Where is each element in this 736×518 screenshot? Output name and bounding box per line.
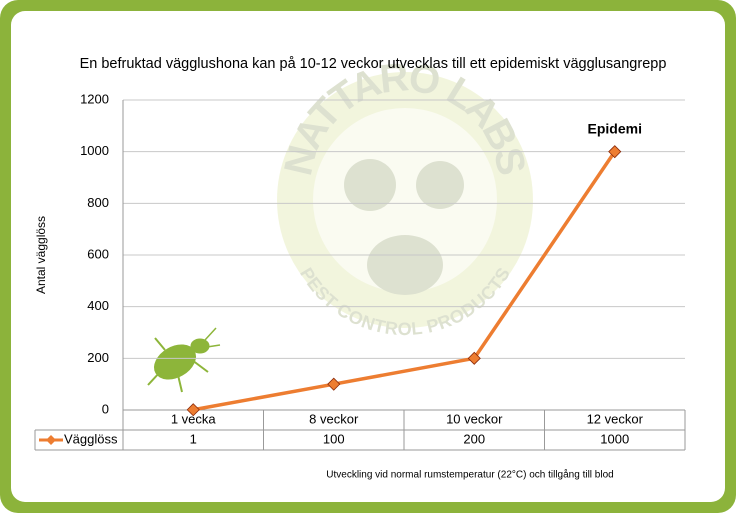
y-tick-label: 1200 (80, 91, 109, 106)
y-tick-label: 600 (87, 246, 109, 261)
chart: NATTARO LABS PEST CONTROL PRODUCTS En be… (0, 0, 736, 513)
table-value: 100 (323, 431, 345, 446)
annotation: Epidemi (588, 120, 642, 136)
chart-title: En befruktad vägglushona kan på 10-12 ve… (80, 56, 667, 72)
caption: Utveckling vid normal rumstemperatur (22… (326, 469, 613, 481)
legend-label: Vägglöss (64, 431, 118, 446)
watermark: NATTARO LABS PEST CONTROL PRODUCTS (276, 55, 534, 339)
y-tick-label: 200 (87, 350, 109, 365)
y-axis-label: Antal vägglöss (34, 216, 48, 294)
y-tick-label: 400 (87, 298, 109, 313)
x-tick-label: 10 veckor (446, 411, 503, 426)
x-tick-label: 8 veckor (309, 411, 359, 426)
table-value: 200 (463, 431, 485, 446)
y-tick-label: 800 (87, 195, 109, 210)
table-value: 1000 (600, 431, 629, 446)
y-tick-label: 1000 (80, 143, 109, 158)
y-tick-label: 0 (102, 401, 109, 416)
table-value: 1 (190, 431, 197, 446)
x-tick-label: 12 veckor (587, 411, 644, 426)
